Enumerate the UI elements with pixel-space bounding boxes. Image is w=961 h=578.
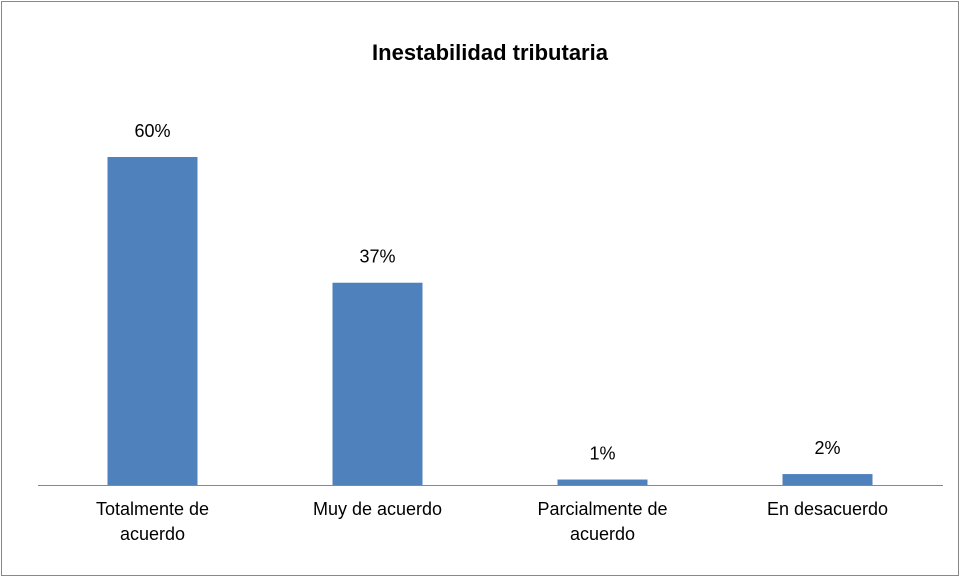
bar: [557, 479, 648, 485]
x-tick-label: Muy de acuerdo: [312, 499, 443, 519]
value-label: 1%: [589, 444, 615, 464]
x-tick-label: En desacuerdo: [766, 499, 889, 519]
x-tick-label: Totalmente de acuerdo: [95, 499, 210, 544]
bar: [332, 282, 423, 485]
value-label: 37%: [359, 247, 395, 267]
x-tick-label: Parcialmente de acuerdo: [537, 499, 668, 544]
chart-title: Inestabilidad tributaria: [372, 40, 609, 65]
value-label: 2%: [814, 438, 840, 458]
bar: [782, 474, 873, 485]
value-label: 60%: [134, 121, 170, 141]
bar: [107, 157, 198, 485]
